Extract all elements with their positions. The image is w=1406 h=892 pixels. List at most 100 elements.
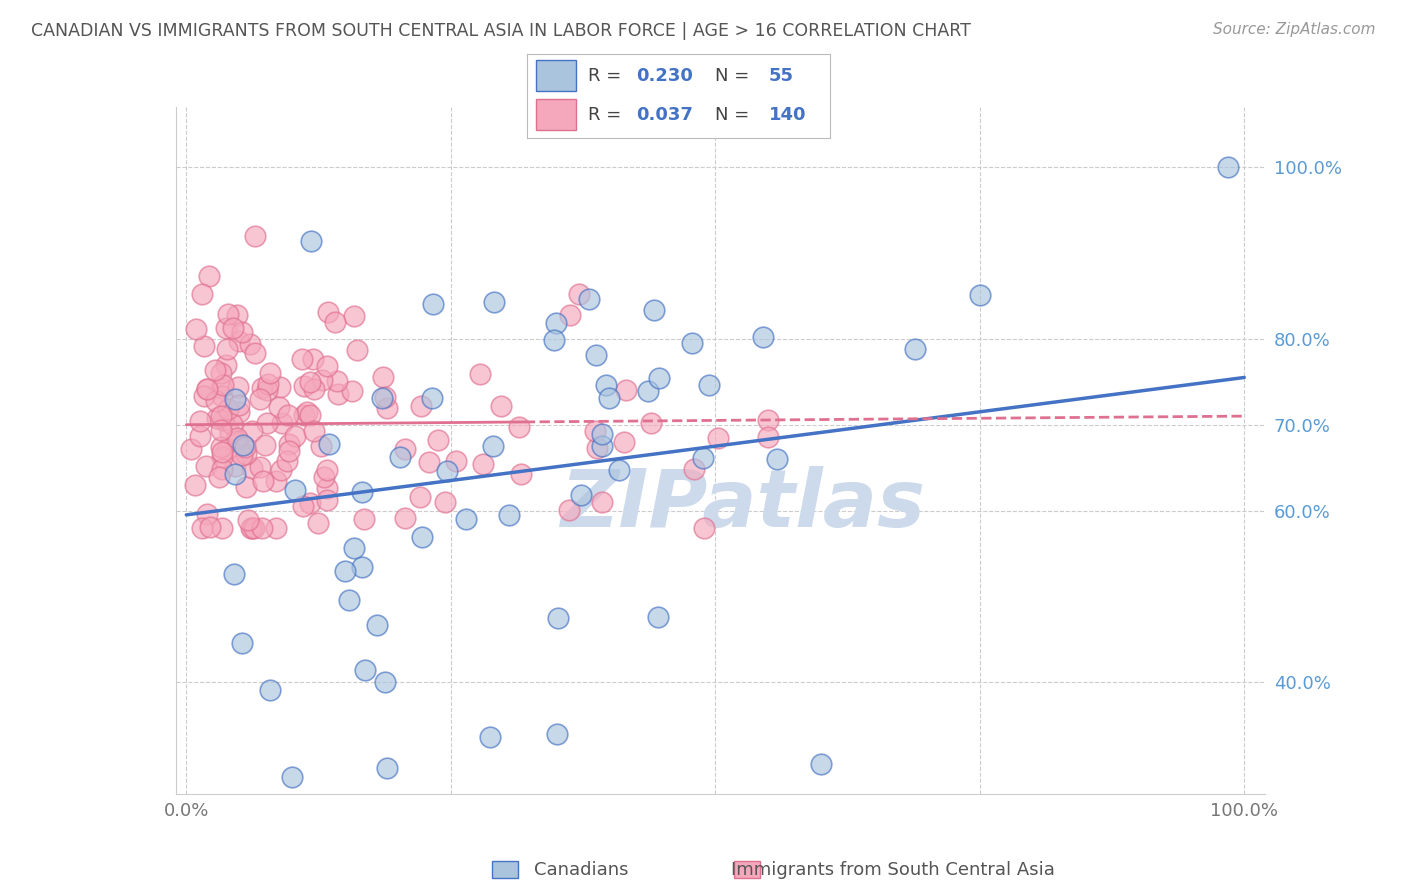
Point <box>198 268 221 283</box>
Point <box>543 333 565 347</box>
Point <box>228 398 250 412</box>
Point <box>637 384 659 398</box>
Point <box>489 399 512 413</box>
Point <box>337 592 360 607</box>
Point <box>191 287 214 301</box>
Point <box>377 401 399 416</box>
Point <box>598 391 620 405</box>
Point <box>222 566 245 581</box>
Point <box>418 455 440 469</box>
Point <box>682 462 704 476</box>
Text: R =: R = <box>588 105 627 123</box>
Point <box>180 442 202 456</box>
Point <box>309 439 332 453</box>
Point <box>585 441 607 455</box>
Point <box>235 447 257 461</box>
Point <box>217 307 239 321</box>
Point <box>1218 160 1240 174</box>
Point <box>231 325 253 339</box>
Point <box>211 521 233 535</box>
Point <box>204 363 226 377</box>
Point <box>226 308 249 322</box>
Point <box>640 416 662 430</box>
Point <box>547 611 569 625</box>
Point <box>211 450 233 465</box>
Point <box>316 481 339 495</box>
Point <box>264 521 287 535</box>
Point <box>256 377 278 392</box>
Point <box>436 464 458 478</box>
Point <box>323 315 346 329</box>
Point <box>613 434 636 449</box>
Point <box>211 389 233 403</box>
Point <box>276 454 298 468</box>
Point <box>209 381 232 395</box>
Point <box>342 384 364 399</box>
Point <box>233 441 256 455</box>
Point <box>215 358 238 372</box>
Point <box>648 371 671 385</box>
Point <box>591 439 613 453</box>
Point <box>394 442 416 457</box>
Point <box>389 450 412 464</box>
Point <box>226 430 249 444</box>
Point <box>195 458 218 473</box>
Point <box>232 438 254 452</box>
Bar <box>536 99 575 130</box>
Point <box>211 462 233 476</box>
Point <box>259 366 281 380</box>
Point <box>193 388 215 402</box>
Text: N =: N = <box>714 105 749 123</box>
Point <box>756 413 779 427</box>
Point <box>292 379 315 393</box>
Point <box>278 437 301 451</box>
Point <box>224 392 246 407</box>
Point <box>312 470 335 484</box>
Point <box>284 483 307 497</box>
Point <box>299 234 322 248</box>
Point <box>420 391 443 405</box>
Point <box>228 405 250 419</box>
Point <box>270 463 292 477</box>
Point <box>249 460 271 475</box>
Point <box>810 756 832 771</box>
Point <box>235 480 257 494</box>
Point <box>243 228 266 243</box>
Point <box>307 516 329 531</box>
Point <box>647 610 669 624</box>
Point <box>318 437 340 451</box>
Text: Canadians: Canadians <box>534 861 628 879</box>
Point <box>578 292 600 306</box>
Point <box>295 404 318 418</box>
Point <box>343 309 366 323</box>
Point <box>219 426 242 441</box>
Point <box>209 441 232 455</box>
Point <box>315 493 337 508</box>
Point <box>498 508 520 522</box>
Point <box>371 370 394 384</box>
Point <box>212 378 235 392</box>
Point <box>585 349 607 363</box>
Point <box>249 392 271 406</box>
Point <box>209 366 232 380</box>
Point <box>482 439 505 453</box>
Text: Source: ZipAtlas.com: Source: ZipAtlas.com <box>1212 22 1375 37</box>
Point <box>546 316 568 330</box>
Point <box>198 520 221 534</box>
Point <box>558 502 581 516</box>
Point <box>264 474 287 488</box>
Point <box>186 322 208 336</box>
Point <box>643 303 665 318</box>
Text: R =: R = <box>588 67 627 85</box>
Point <box>346 343 368 357</box>
Point <box>239 336 262 351</box>
Point <box>231 636 253 650</box>
Point <box>281 770 304 784</box>
Point <box>571 488 593 502</box>
Point <box>614 383 637 397</box>
Point <box>546 727 568 741</box>
Point <box>333 564 356 578</box>
Point <box>706 431 728 445</box>
Point <box>595 378 617 392</box>
Point <box>508 419 530 434</box>
